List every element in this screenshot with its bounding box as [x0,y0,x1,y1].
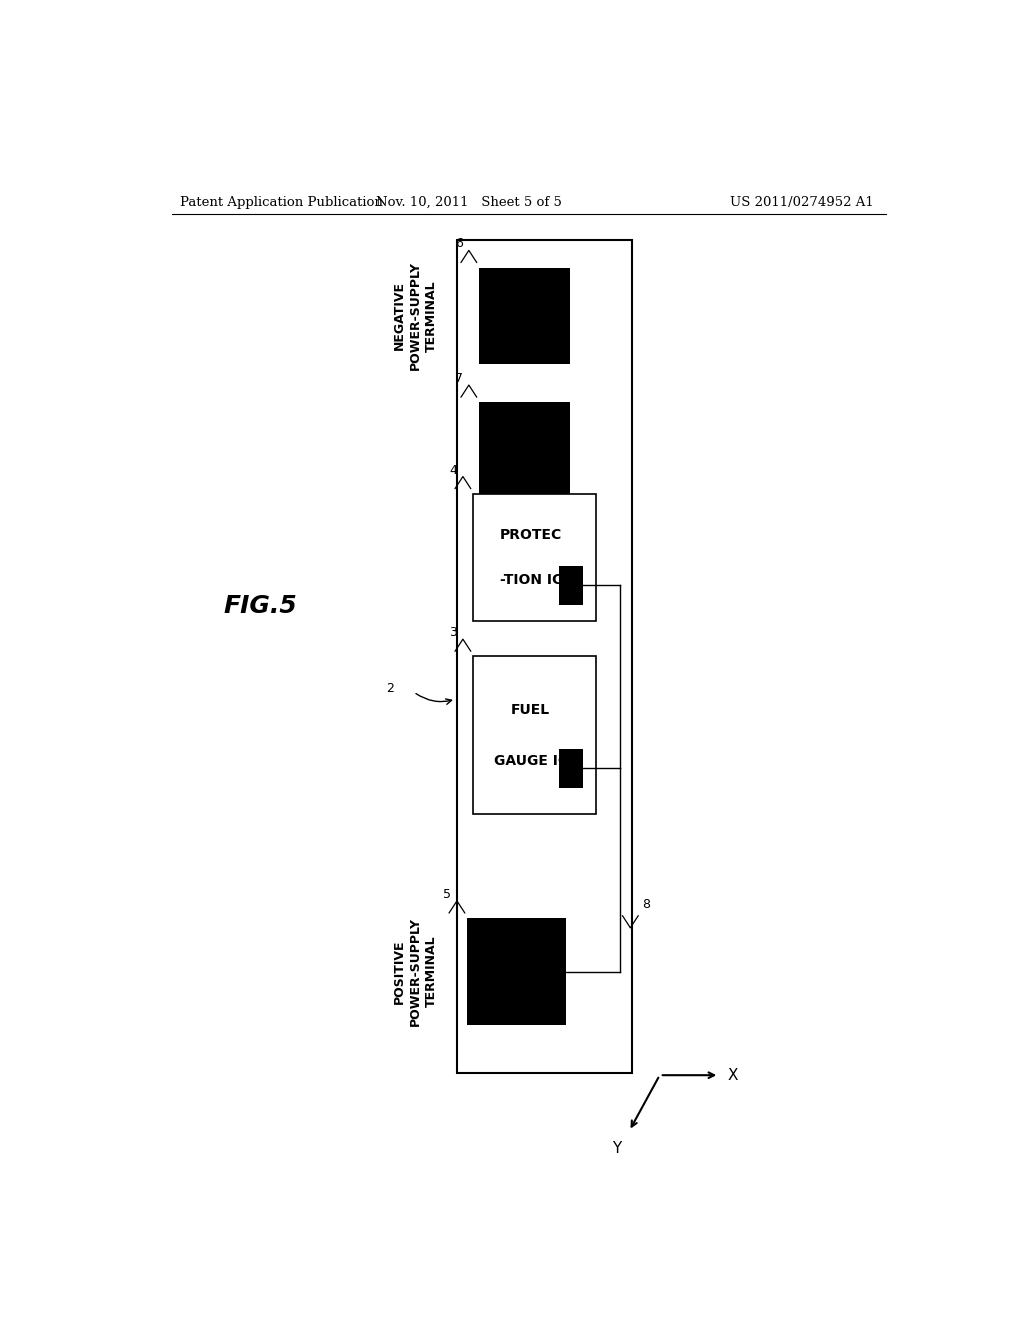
Text: FIG.5: FIG.5 [223,594,297,618]
Text: -TION IC: -TION IC [500,573,562,586]
Text: Patent Application Publication: Patent Application Publication [179,195,382,209]
Bar [473,656,596,814]
Bar [559,566,583,605]
Text: PROTEC: PROTEC [500,528,562,543]
Bar [559,748,583,788]
Text: 3: 3 [450,626,458,639]
Text: US 2011/0274952 A1: US 2011/0274952 A1 [730,195,873,209]
Text: NEGATIVE
POWER-SUPPLY
TERMINAL: NEGATIVE POWER-SUPPLY TERMINAL [392,261,437,371]
Text: 4: 4 [450,463,458,477]
Bar [467,919,566,1024]
Text: 7: 7 [456,372,463,385]
Text: Nov. 10, 2011   Sheet 5 of 5: Nov. 10, 2011 Sheet 5 of 5 [376,195,562,209]
Bar [479,403,570,494]
Text: 8: 8 [642,898,650,911]
Bar [458,240,632,1073]
Text: GAUGE IC: GAUGE IC [494,754,568,768]
Bar [479,268,570,364]
Text: 5: 5 [443,888,452,900]
Text: X: X [727,1068,737,1082]
Bar [473,494,596,620]
Text: FUEL: FUEL [511,702,550,717]
Text: 2: 2 [386,682,394,696]
Text: 6: 6 [456,238,463,251]
Text: POSITIVE
POWER-SUPPLY
TERMINAL: POSITIVE POWER-SUPPLY TERMINAL [392,917,437,1026]
Text: Y: Y [612,1142,622,1156]
